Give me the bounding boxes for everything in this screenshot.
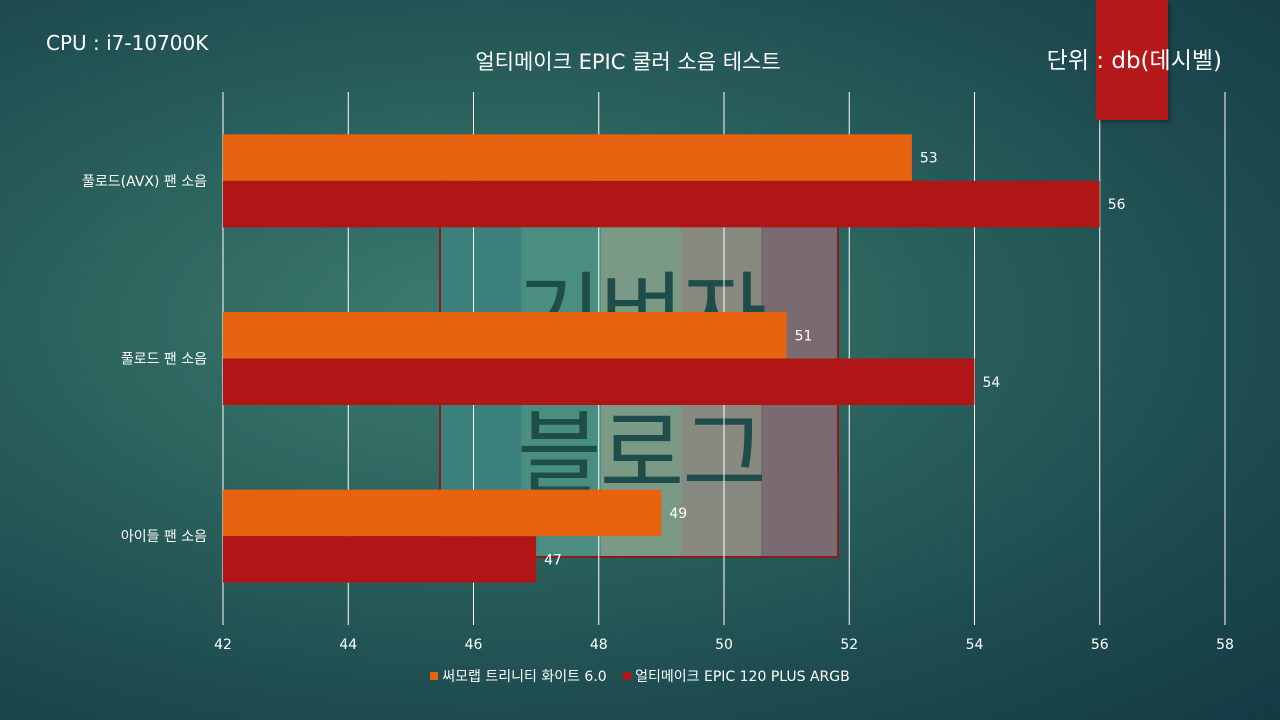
category-label: 풀로드(AVX) 팬 소음: [82, 174, 207, 190]
bar-series-1: [223, 134, 912, 181]
x-tick-label: 56: [1091, 637, 1109, 653]
legend-label-series-1: 써모랩 트리니티 화이트 6.0: [442, 669, 607, 685]
x-tick-label: 54: [966, 637, 984, 653]
legend-item-series-2: 얼티메이크 EPIC 120 PLUS ARGB: [623, 666, 850, 686]
x-tick-label: 50: [715, 637, 733, 653]
x-tick-label: 52: [840, 637, 858, 653]
bar-series-2: [223, 536, 537, 583]
category-label: 풀로드 팬 소음: [121, 352, 207, 368]
accent-tab: [1096, 0, 1168, 120]
data-label: 49: [669, 506, 687, 522]
unit-label: 단위 : db(데시벨): [1047, 41, 1222, 75]
legend-swatch-red: [623, 672, 632, 680]
x-tick-label: 44: [339, 637, 357, 653]
bar-series-1: [223, 489, 662, 537]
data-label: 47: [544, 552, 562, 568]
data-label: 54: [983, 375, 1001, 391]
cpu-label: CPU : i7-10700K: [46, 31, 209, 55]
data-label: 53: [920, 151, 938, 167]
x-tick-label: 48: [590, 637, 608, 653]
data-label: 51: [795, 328, 813, 344]
bar-series-2: [223, 358, 975, 405]
legend-swatch-orange: [430, 672, 439, 680]
x-tick-label: 42: [214, 637, 232, 653]
unit-value: db(데시벨): [1111, 48, 1222, 74]
chart-title: 얼티메이크 EPIC 쿨러 소음 테스트: [475, 50, 781, 74]
category-label: 아이들 팬 소음: [121, 529, 207, 545]
x-tick-label: 58: [1216, 637, 1234, 653]
legend-label-series-2: 얼티메이크 EPIC 120 PLUS ARGB: [635, 669, 850, 685]
x-tick-label: 46: [465, 637, 483, 653]
legend: 써모랩 트리니티 화이트 6.0 얼티메이크 EPIC 120 PLUS ARG…: [0, 666, 1280, 686]
unit-prefix: 단위 :: [1046, 48, 1112, 74]
bar-series-1: [223, 312, 787, 359]
legend-item-series-1: 써모랩 트리니티 화이트 6.0: [430, 666, 607, 686]
data-label: 56: [1108, 197, 1126, 213]
bar-series-2: [223, 180, 1100, 228]
